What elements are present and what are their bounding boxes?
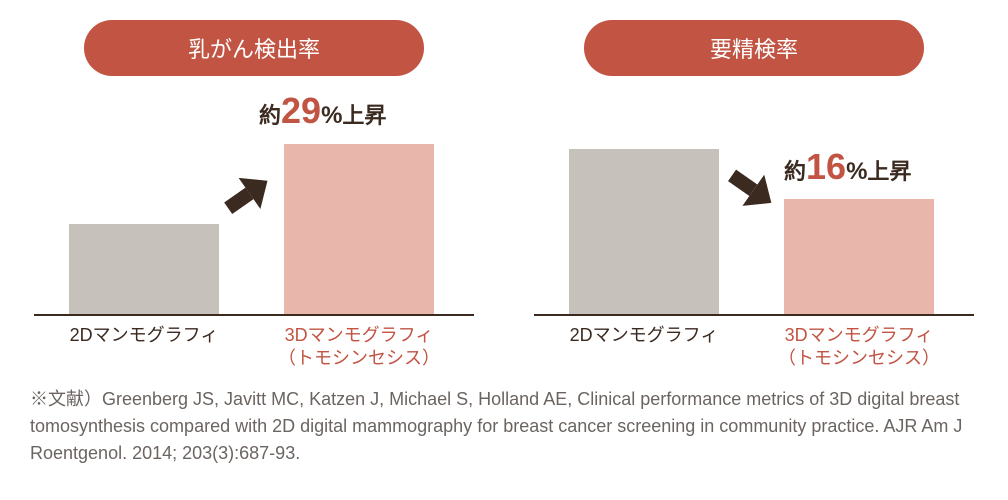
arrow-up-icon	[214, 166, 274, 226]
left-bar-3d	[284, 144, 434, 314]
left-bar-2d	[69, 224, 219, 314]
callout-prefix: 約	[259, 103, 281, 128]
charts-row: 乳がん検出率 約29%上昇 2Dマンモグラフィ 3Dマンモグラフィ （トモシンセ…	[20, 20, 988, 356]
right-label-3d-line2: （トモシンセシス）	[764, 347, 954, 370]
callout-pct: %	[846, 158, 867, 185]
callout-number: 16	[806, 146, 846, 187]
right-label-3d-line1: 3Dマンモグラフィ	[785, 325, 934, 345]
right-bar-2d	[569, 149, 719, 314]
left-axis	[34, 314, 474, 316]
callout-number: 29	[281, 90, 321, 131]
callout-pct: %	[321, 102, 342, 129]
left-label-3d-line1: 3Dマンモグラフィ	[285, 325, 434, 345]
right-chart-title-pill: 要精検率	[584, 20, 924, 76]
callout-prefix: 約	[784, 159, 806, 184]
left-chart-area: 約29%上昇 2Dマンモグラフィ 3Dマンモグラフィ （トモシンセシス）	[34, 96, 474, 356]
right-chart-panel: 要精検率 約16%上昇 2Dマンモグラフィ 3Dマンモグラフィ （トモシンセシス…	[534, 20, 974, 356]
callout-txt: 上昇	[867, 159, 911, 184]
citation-text: ※文献）Greenberg JS, Javitt MC, Katzen J, M…	[20, 386, 988, 467]
left-callout: 約29%上昇	[259, 90, 386, 132]
right-callout: 約16%上昇	[784, 146, 911, 188]
left-label-3d-line2: （トモシンセシス）	[264, 347, 454, 370]
left-chart-title-pill: 乳がん検出率	[84, 20, 424, 76]
left-label-3d: 3Dマンモグラフィ （トモシンセシス）	[264, 324, 454, 356]
left-label-2d: 2Dマンモグラフィ	[49, 324, 239, 356]
right-label-2d: 2Dマンモグラフィ	[549, 324, 739, 356]
arrow-down-icon	[719, 156, 779, 216]
right-chart-area: 約16%上昇 2Dマンモグラフィ 3Dマンモグラフィ （トモシンセシス）	[534, 96, 974, 356]
right-bar-3d	[784, 199, 934, 314]
right-label-3d: 3Dマンモグラフィ （トモシンセシス）	[764, 324, 954, 356]
right-axis	[534, 314, 974, 316]
callout-txt: 上昇	[342, 103, 386, 128]
left-chart-panel: 乳がん検出率 約29%上昇 2Dマンモグラフィ 3Dマンモグラフィ （トモシンセ…	[34, 20, 474, 356]
